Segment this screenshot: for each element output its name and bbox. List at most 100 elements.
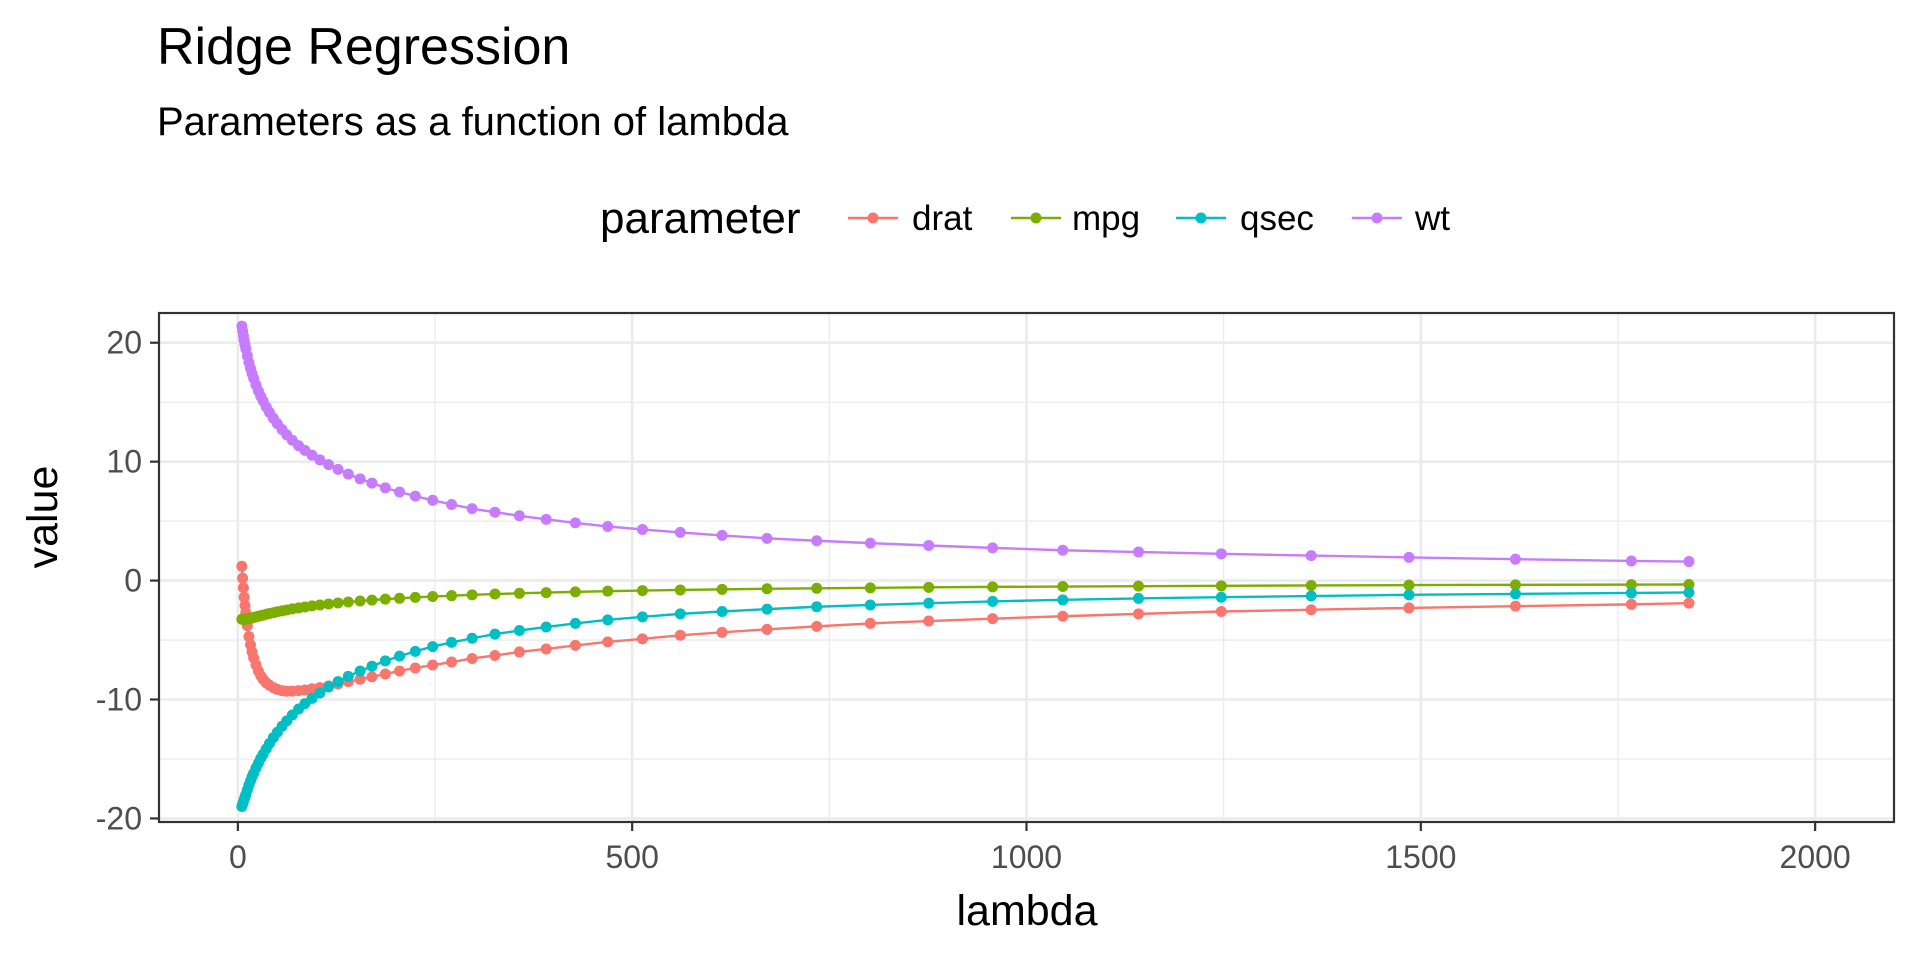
data-point-wt <box>314 454 326 466</box>
data-point-qsec <box>366 660 378 672</box>
data-point-mpg <box>811 582 823 594</box>
data-point-drat <box>409 662 421 674</box>
data-point-qsec <box>379 655 391 667</box>
data-point-drat <box>636 633 648 645</box>
data-point-drat <box>1403 602 1415 614</box>
data-point-drat <box>674 629 686 641</box>
data-point-qsec <box>987 595 999 607</box>
plot-panel: 0 500 1000 1500 2000 -20 -10 0 10 20 <box>96 311 1896 875</box>
data-point-drat <box>427 659 439 671</box>
data-point-drat <box>237 582 249 594</box>
data-point-qsec <box>1403 589 1415 601</box>
data-point-drat <box>238 591 250 603</box>
legend-label-drat: drat <box>912 199 973 238</box>
x-tick-label: 2000 <box>1780 839 1851 875</box>
data-point-drat <box>923 615 935 627</box>
data-point-wt <box>1509 553 1521 565</box>
data-point-mpg <box>761 583 773 595</box>
data-point-mpg <box>569 586 581 598</box>
y-tick-label: 10 <box>106 444 142 480</box>
data-point-wt <box>1057 544 1069 556</box>
data-point-wt <box>761 532 773 544</box>
data-point-drat <box>394 665 406 677</box>
data-point-wt <box>394 486 406 498</box>
data-point-qsec <box>1057 594 1069 606</box>
data-point-qsec <box>1305 590 1317 602</box>
data-point-drat <box>513 646 525 658</box>
data-point-qsec <box>1132 592 1144 604</box>
data-point-wt <box>1305 550 1317 562</box>
data-point-mpg <box>366 594 378 606</box>
data-point-mpg <box>1509 579 1521 591</box>
data-point-drat <box>379 668 391 680</box>
data-point-qsec <box>427 641 439 653</box>
data-point-qsec <box>489 628 501 640</box>
x-tick-label: 500 <box>605 839 658 875</box>
data-point-drat <box>987 613 999 625</box>
data-point-qsec <box>540 621 552 633</box>
data-point-drat <box>354 673 366 685</box>
data-point-qsec <box>636 611 648 623</box>
data-point-wt <box>1683 556 1695 568</box>
data-point-mpg <box>1057 581 1069 593</box>
data-point-wt <box>540 513 552 525</box>
data-point-wt <box>987 542 999 554</box>
data-point-wt <box>427 494 439 506</box>
data-point-wt <box>489 506 501 518</box>
data-point-mpg <box>379 593 391 605</box>
x-tick-label: 1500 <box>1385 839 1456 875</box>
data-point-mpg <box>342 596 354 608</box>
data-point-drat <box>1305 604 1317 616</box>
data-point-mpg <box>602 585 614 597</box>
data-point-qsec <box>466 632 478 644</box>
data-point-wt <box>354 473 366 485</box>
data-point-mpg <box>674 584 686 596</box>
legend-key-point-qsec <box>1195 212 1207 224</box>
data-point-drat <box>489 650 501 662</box>
data-point-drat <box>446 656 458 668</box>
data-point-wt <box>811 535 823 547</box>
data-point-drat <box>1215 606 1227 618</box>
x-tick-label: 0 <box>229 839 247 875</box>
data-point-drat <box>761 623 773 635</box>
y-axis-title: value <box>19 466 67 569</box>
data-point-mpg <box>1625 579 1637 591</box>
data-point-mpg <box>540 587 552 599</box>
data-point-qsec <box>864 599 876 611</box>
data-point-mpg <box>1215 580 1227 592</box>
legend-key-point-wt <box>1371 212 1383 224</box>
data-point-drat <box>1509 600 1521 612</box>
data-point-mpg <box>466 589 478 601</box>
data-point-mpg <box>1132 580 1144 592</box>
data-point-wt <box>923 539 935 551</box>
data-point-wt <box>636 523 648 535</box>
y-tick-label: -20 <box>96 800 142 836</box>
data-point-wt <box>306 449 318 461</box>
data-point-qsec <box>569 617 581 629</box>
data-point-qsec <box>674 608 686 620</box>
legend-key-point-mpg <box>1030 212 1042 224</box>
legend-label-wt: wt <box>1414 199 1450 238</box>
data-point-qsec <box>314 687 326 699</box>
data-point-drat <box>1625 598 1637 610</box>
data-point-drat <box>716 626 728 638</box>
data-point-wt <box>342 468 354 480</box>
data-point-mpg <box>332 597 344 609</box>
data-point-wt <box>1403 551 1415 563</box>
data-point-wt <box>366 477 378 489</box>
data-point-qsec <box>323 681 335 693</box>
y-tick-label: 0 <box>124 563 142 599</box>
data-point-mpg <box>636 585 648 597</box>
data-point-qsec <box>1683 586 1695 598</box>
data-point-wt <box>716 529 728 541</box>
data-point-qsec <box>1215 591 1227 603</box>
legend-key-point-drat <box>867 212 879 224</box>
data-point-drat <box>811 620 823 632</box>
data-point-mpg <box>1403 579 1415 591</box>
data-point-wt <box>602 520 614 532</box>
data-point-drat <box>243 630 255 642</box>
data-point-qsec <box>602 614 614 626</box>
data-point-wt <box>332 463 344 475</box>
data-point-qsec <box>716 606 728 618</box>
data-point-mpg <box>409 591 421 603</box>
